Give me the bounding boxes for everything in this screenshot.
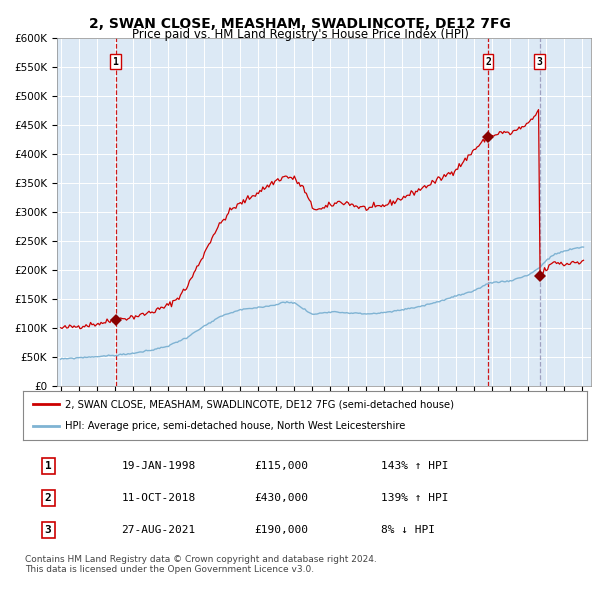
Text: 3: 3 xyxy=(45,525,52,535)
Text: 1: 1 xyxy=(113,57,118,67)
Text: 2, SWAN CLOSE, MEASHAM, SWADLINCOTE, DE12 7FG (semi-detached house): 2, SWAN CLOSE, MEASHAM, SWADLINCOTE, DE1… xyxy=(65,399,454,409)
Text: £115,000: £115,000 xyxy=(254,461,308,471)
Text: 11-OCT-2018: 11-OCT-2018 xyxy=(121,493,196,503)
Text: £190,000: £190,000 xyxy=(254,525,308,535)
Text: 2: 2 xyxy=(45,493,52,503)
Text: 8% ↓ HPI: 8% ↓ HPI xyxy=(381,525,435,535)
Text: £430,000: £430,000 xyxy=(254,493,308,503)
Text: HPI: Average price, semi-detached house, North West Leicestershire: HPI: Average price, semi-detached house,… xyxy=(65,421,406,431)
Text: 19-JAN-1998: 19-JAN-1998 xyxy=(121,461,196,471)
Text: Price paid vs. HM Land Registry's House Price Index (HPI): Price paid vs. HM Land Registry's House … xyxy=(131,28,469,41)
Text: 3: 3 xyxy=(537,57,543,67)
Text: Contains HM Land Registry data © Crown copyright and database right 2024.
This d: Contains HM Land Registry data © Crown c… xyxy=(25,555,377,574)
Text: 1: 1 xyxy=(45,461,52,471)
Text: 143% ↑ HPI: 143% ↑ HPI xyxy=(381,461,448,471)
Text: 2: 2 xyxy=(485,57,491,67)
Text: 139% ↑ HPI: 139% ↑ HPI xyxy=(381,493,448,503)
Text: 27-AUG-2021: 27-AUG-2021 xyxy=(121,525,196,535)
Text: 2, SWAN CLOSE, MEASHAM, SWADLINCOTE, DE12 7FG: 2, SWAN CLOSE, MEASHAM, SWADLINCOTE, DE1… xyxy=(89,17,511,31)
